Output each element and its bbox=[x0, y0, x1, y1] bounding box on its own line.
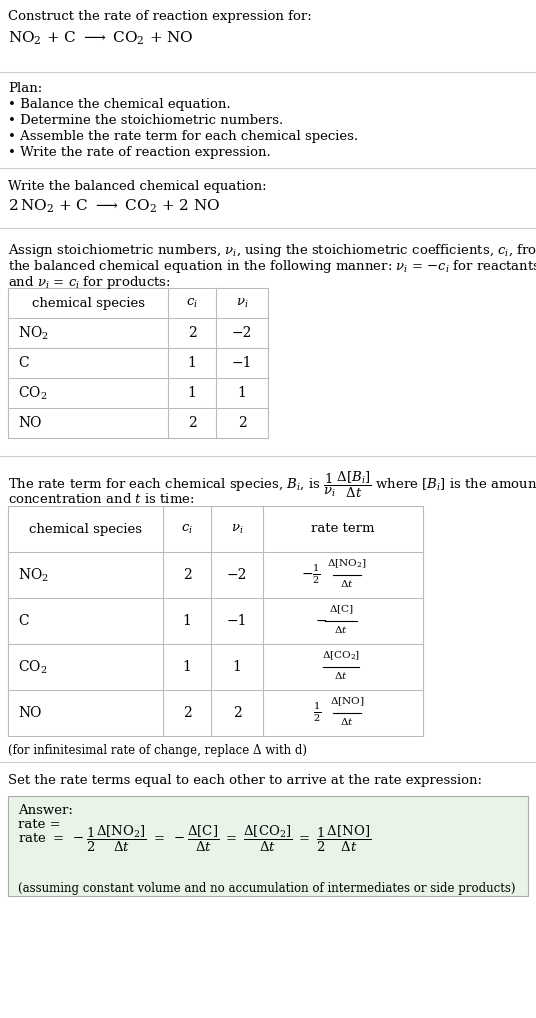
Text: chemical species: chemical species bbox=[32, 296, 145, 309]
Text: $\Delta[\mathrm{NO}]$: $\Delta[\mathrm{NO}]$ bbox=[330, 695, 364, 708]
Text: 1: 1 bbox=[233, 660, 241, 674]
Text: $\frac{1}{2}$: $\frac{1}{2}$ bbox=[313, 700, 321, 724]
Text: 2: 2 bbox=[237, 416, 247, 430]
Text: $\mathregular{CO_2}$: $\mathregular{CO_2}$ bbox=[18, 659, 47, 676]
Text: $c_i$: $c_i$ bbox=[181, 522, 193, 535]
Text: $\nu_i$: $\nu_i$ bbox=[236, 296, 248, 309]
Text: Construct the rate of reaction expression for:: Construct the rate of reaction expressio… bbox=[8, 10, 312, 23]
Text: C: C bbox=[18, 614, 28, 628]
Text: rate term: rate term bbox=[311, 522, 375, 535]
Text: Write the balanced chemical equation:: Write the balanced chemical equation: bbox=[8, 180, 266, 193]
Text: NO: NO bbox=[18, 706, 41, 720]
Text: rate =: rate = bbox=[18, 818, 65, 832]
Text: 1: 1 bbox=[183, 660, 191, 674]
Text: • Assemble the rate term for each chemical species.: • Assemble the rate term for each chemic… bbox=[8, 130, 358, 143]
Text: $\mathregular{NO_2}$: $\mathregular{NO_2}$ bbox=[18, 566, 49, 583]
Text: Answer:: Answer: bbox=[18, 804, 73, 817]
Text: $\Delta t$: $\Delta t$ bbox=[340, 578, 354, 589]
Text: $-\frac{1}{2}$: $-\frac{1}{2}$ bbox=[301, 562, 321, 586]
Text: $\mathregular{NO_2}$ + C $\longrightarrow$ CO$_2$ + NO: $\mathregular{NO_2}$ + C $\longrightarro… bbox=[8, 30, 193, 48]
Text: concentration and $t$ is time:: concentration and $t$ is time: bbox=[8, 492, 195, 506]
Text: Plan:: Plan: bbox=[8, 82, 42, 95]
Text: 2: 2 bbox=[188, 416, 196, 430]
Text: $\mathregular{2\,NO_2}$ + C $\longrightarrow$ CO$_2$ + 2 NO: $\mathregular{2\,NO_2}$ + C $\longrighta… bbox=[8, 197, 220, 216]
Text: The rate term for each chemical species, $B_i$, is $\dfrac{1}{\nu_i}\dfrac{\Delt: The rate term for each chemical species,… bbox=[8, 470, 536, 500]
Text: rate $=\ -\dfrac{1}{2}\dfrac{\Delta[\mathrm{NO_2}]}{\Delta t}\ =\ -\dfrac{\Delta: rate $=\ -\dfrac{1}{2}\dfrac{\Delta[\mat… bbox=[18, 824, 371, 854]
Bar bbox=[8, 288, 268, 438]
Text: 1: 1 bbox=[237, 386, 247, 400]
Text: Assign stoichiometric numbers, $\mathit{\nu_i}$, using the stoichiometric coeffi: Assign stoichiometric numbers, $\mathit{… bbox=[8, 242, 536, 259]
Text: (for infinitesimal rate of change, replace Δ with d): (for infinitesimal rate of change, repla… bbox=[8, 744, 307, 757]
Text: NO: NO bbox=[18, 416, 41, 430]
Text: $\Delta t$: $\Delta t$ bbox=[340, 716, 354, 727]
Text: • Balance the chemical equation.: • Balance the chemical equation. bbox=[8, 98, 230, 111]
Text: 1: 1 bbox=[183, 614, 191, 628]
Text: C: C bbox=[18, 356, 28, 370]
Text: Set the rate terms equal to each other to arrive at the rate expression:: Set the rate terms equal to each other t… bbox=[8, 774, 482, 787]
Text: $\mathregular{NO_2}$: $\mathregular{NO_2}$ bbox=[18, 325, 49, 342]
Text: 2: 2 bbox=[188, 326, 196, 340]
Bar bbox=[8, 796, 528, 896]
Bar bbox=[8, 506, 423, 736]
Text: • Determine the stoichiometric numbers.: • Determine the stoichiometric numbers. bbox=[8, 114, 283, 127]
Text: 1: 1 bbox=[188, 356, 196, 370]
Text: $\Delta t$: $\Delta t$ bbox=[334, 670, 348, 681]
Text: (assuming constant volume and no accumulation of intermediates or side products): (assuming constant volume and no accumul… bbox=[18, 882, 516, 895]
Text: $\Delta t$: $\Delta t$ bbox=[334, 624, 348, 635]
Text: chemical species: chemical species bbox=[29, 522, 142, 535]
Text: 2: 2 bbox=[183, 706, 191, 720]
Text: • Write the rate of reaction expression.: • Write the rate of reaction expression. bbox=[8, 146, 271, 159]
Text: the balanced chemical equation in the following manner: $\mathit{\nu_i}$ = $-\ma: the balanced chemical equation in the fo… bbox=[8, 258, 536, 275]
Text: $\Delta[\mathrm{C}]$: $\Delta[\mathrm{C}]$ bbox=[329, 604, 353, 616]
Text: $\Delta[\mathrm{NO_2}]$: $\Delta[\mathrm{NO_2}]$ bbox=[327, 558, 367, 570]
Text: −2: −2 bbox=[227, 568, 247, 582]
Text: and $\mathit{\nu_i}$ = $\mathit{c_i}$ for products:: and $\mathit{\nu_i}$ = $\mathit{c_i}$ fo… bbox=[8, 274, 171, 291]
Text: $\nu_i$: $\nu_i$ bbox=[230, 522, 243, 535]
Text: 2: 2 bbox=[183, 568, 191, 582]
Text: $\Delta[\mathrm{CO_2}]$: $\Delta[\mathrm{CO_2}]$ bbox=[322, 649, 360, 662]
Text: −1: −1 bbox=[232, 356, 252, 370]
Text: 1: 1 bbox=[188, 386, 196, 400]
Text: $\mathregular{CO_2}$: $\mathregular{CO_2}$ bbox=[18, 385, 47, 402]
Text: 2: 2 bbox=[233, 706, 241, 720]
Text: $c_i$: $c_i$ bbox=[186, 296, 198, 309]
Text: −2: −2 bbox=[232, 326, 252, 340]
Text: $-$: $-$ bbox=[315, 613, 327, 627]
Text: −1: −1 bbox=[227, 614, 247, 628]
